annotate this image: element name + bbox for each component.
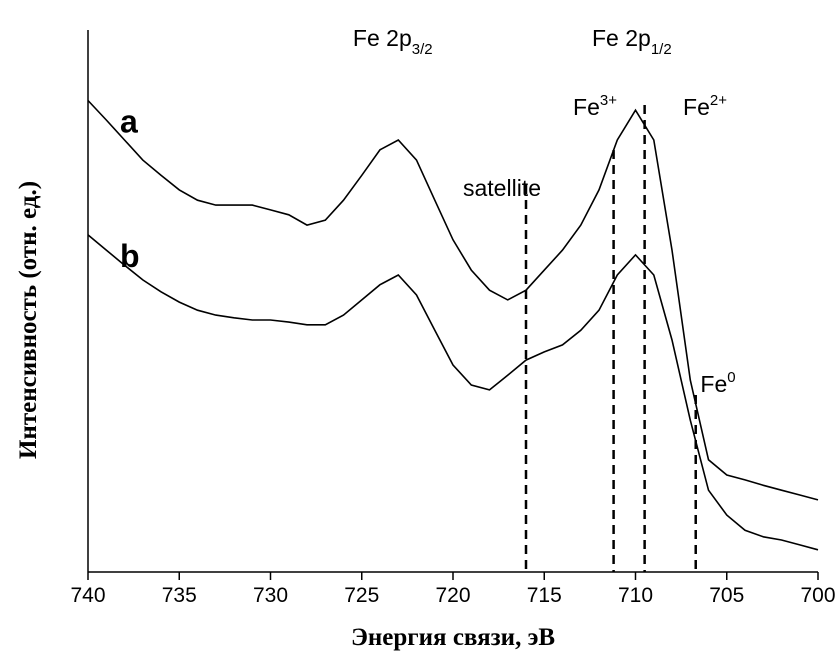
peak-text: Fe 2p: [353, 25, 412, 51]
series-line: [87, 99, 819, 501]
marker-text: Fe: [573, 94, 600, 120]
x-tick-label: 700: [800, 584, 835, 607]
x-tick-label: 705: [709, 584, 744, 607]
x-tick-label: 715: [527, 584, 562, 607]
peak-label: Fe 2p1/2: [592, 25, 672, 58]
marker-text: satellite: [463, 175, 541, 201]
marker-label: satellite: [463, 175, 541, 201]
series-label: b: [120, 238, 140, 274]
series-label: a: [120, 103, 138, 139]
marker-label: Fe0: [700, 369, 735, 397]
x-tick-label: 740: [70, 584, 105, 607]
marker-label: Fe3+: [573, 92, 617, 120]
peak-sub: 1/2: [651, 41, 672, 58]
x-tick-label: 735: [162, 584, 197, 607]
marker-label: Fe2+: [683, 92, 727, 120]
marker-sup: 0: [727, 369, 735, 386]
peak-label: Fe 2p3/2: [353, 25, 433, 58]
x-tick-label: 720: [435, 584, 470, 607]
x-tick-label: 730: [253, 584, 288, 607]
x-tick-label: 710: [618, 584, 653, 607]
marker-text: Fe: [700, 371, 727, 397]
marker-text: Fe: [683, 94, 710, 120]
y-axis-title: Интенсивность (отн. ед.): [15, 181, 42, 459]
marker-sup: 2+: [710, 92, 727, 109]
peak-text: Fe 2p: [592, 25, 651, 51]
x-tick-label: 725: [344, 584, 379, 607]
peak-sub: 3/2: [412, 41, 433, 58]
x-axis-title: Энергия связи, эВ: [351, 624, 555, 651]
marker-sup: 3+: [600, 92, 617, 109]
